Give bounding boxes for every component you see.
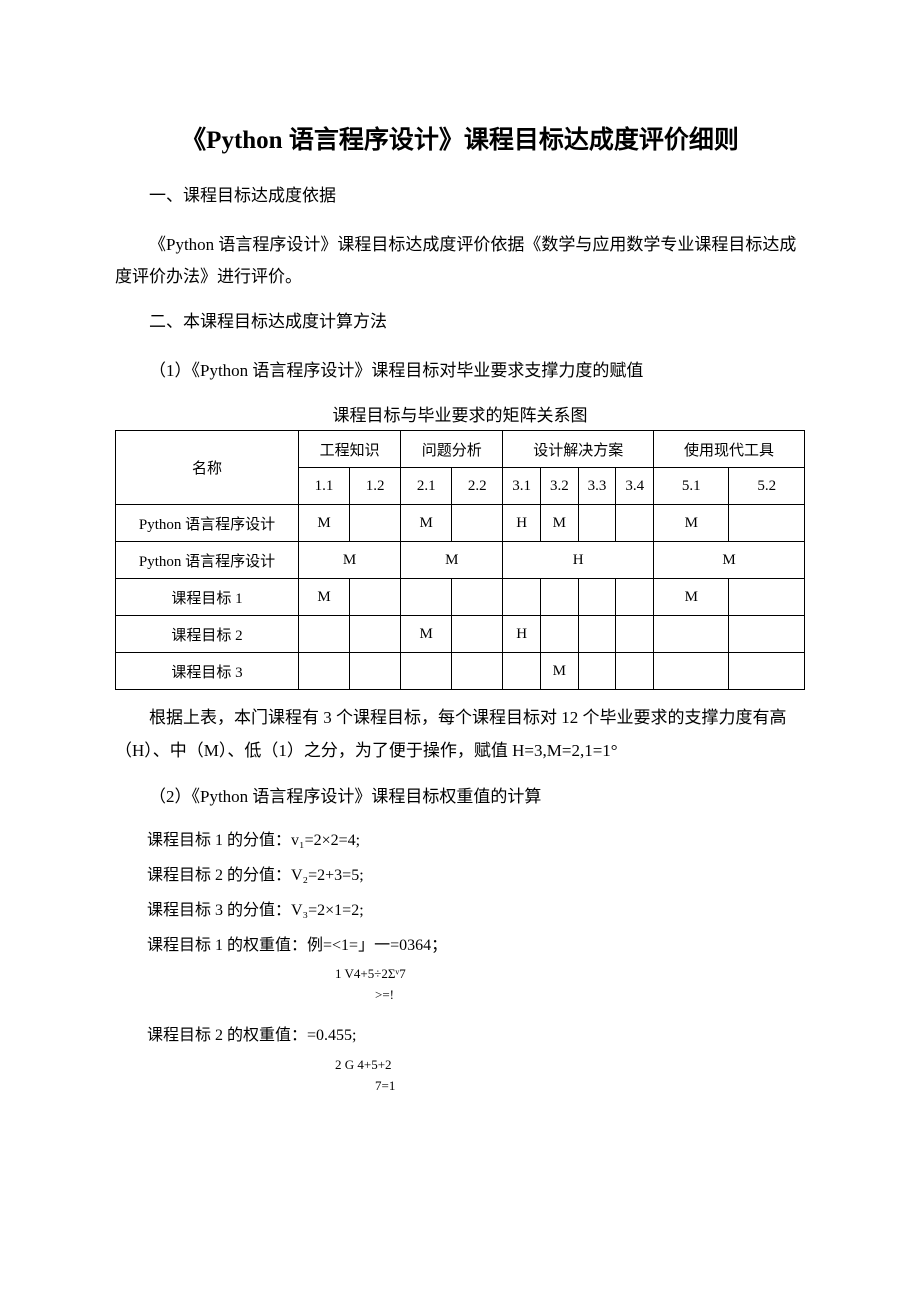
paragraph-2: （1）《Python 语言程序设计》课程目标对毕业要求支撑力度的赋值: [115, 355, 805, 387]
header-group-3: 设计解决方案: [503, 431, 654, 468]
cell: [654, 653, 729, 690]
cell: H: [503, 542, 654, 579]
paragraph-1: 《Python 语言程序设计》课程目标达成度评价依据《数学与应用数学专业课程目标…: [115, 229, 805, 294]
cell: [578, 579, 616, 616]
row-label: Python 语言程序设计: [116, 505, 299, 542]
cell: [452, 579, 503, 616]
cell: H: [503, 616, 541, 653]
paragraph-3: 根据上表，本门课程有 3 个课程目标，每个课程目标对 12 个毕业要求的支撑力度…: [115, 702, 805, 767]
cell: [350, 579, 401, 616]
subheader: 3.4: [616, 468, 654, 505]
cell: [503, 579, 541, 616]
cell: M: [299, 542, 401, 579]
paragraph-4: （2）《Python 语言程序设计》课程目标权重值的计算: [115, 781, 805, 813]
cell: [401, 579, 452, 616]
cell: [541, 616, 579, 653]
cell: H: [503, 505, 541, 542]
matrix-table: 名称 工程知识 问题分析 设计解决方案 使用现代工具 1.1 1.2 2.1 2…: [115, 430, 805, 690]
cell: [299, 653, 350, 690]
row-label: 课程目标 3: [116, 653, 299, 690]
table-row: 课程目标 3 M: [116, 653, 805, 690]
cell: [616, 653, 654, 690]
subheader: 2.2: [452, 468, 503, 505]
cell: [350, 616, 401, 653]
header-name: 名称: [116, 431, 299, 505]
row-label: 课程目标 2: [116, 616, 299, 653]
cell: [616, 579, 654, 616]
cell: [616, 505, 654, 542]
cell: [401, 653, 452, 690]
cell: M: [654, 542, 805, 579]
row-label: 课程目标 1: [116, 579, 299, 616]
cell: [578, 505, 616, 542]
table-row: Python 语言程序设计 M M H M: [116, 542, 805, 579]
cell: M: [654, 505, 729, 542]
formula-4-sub1: 1 V4+5÷2Σᵛ7: [115, 966, 805, 983]
subheader: 3.2: [541, 468, 579, 505]
cell: M: [654, 579, 729, 616]
header-group-1: 工程知识: [299, 431, 401, 468]
cell: M: [401, 542, 503, 579]
cell: M: [299, 505, 350, 542]
page-title: 《Python 语言程序设计》课程目标达成度评价细则: [115, 120, 805, 156]
cell: [350, 505, 401, 542]
cell: [729, 579, 805, 616]
formula-2: 课程目标 2 的分值：V₂=2+3=5;: [115, 862, 805, 891]
row-label: Python 语言程序设计: [116, 542, 299, 579]
cell: [452, 653, 503, 690]
table-row: 课程目标 2 M H: [116, 616, 805, 653]
cell: [616, 616, 654, 653]
formula-1: 课程目标 1 的分值：v₁=2×2=4;: [115, 827, 805, 856]
cell: [452, 616, 503, 653]
subheader: 5.1: [654, 468, 729, 505]
cell: [729, 505, 805, 542]
cell: [654, 616, 729, 653]
subheader: 5.2: [729, 468, 805, 505]
cell: [299, 616, 350, 653]
header-group-2: 问题分析: [401, 431, 503, 468]
cell: [578, 653, 616, 690]
subheader: 1.2: [350, 468, 401, 505]
section-2-heading: 二、本课程目标达成度计算方法: [115, 308, 805, 335]
table-caption: 课程目标与毕业要求的矩阵关系图: [115, 401, 805, 426]
subheader: 2.1: [401, 468, 452, 505]
subheader: 3.3: [578, 468, 616, 505]
cell: M: [401, 505, 452, 542]
formula-3: 课程目标 3 的分值：V₃=2×1=2;: [115, 897, 805, 926]
cell: [541, 579, 579, 616]
table-row: Python 语言程序设计 M M H M M: [116, 505, 805, 542]
cell: M: [299, 579, 350, 616]
formula-5-sub2: 7=1: [115, 1078, 805, 1095]
cell: M: [541, 653, 579, 690]
table-row: 课程目标 1 M M: [116, 579, 805, 616]
cell: M: [541, 505, 579, 542]
formula-4-sub2: >=!: [115, 987, 805, 1004]
formula-5-line: 课程目标 2 的权重值：=0.455;: [115, 1022, 805, 1051]
formula-5-sub1: 2 G 4+5+2: [115, 1057, 805, 1074]
subheader: 1.1: [299, 468, 350, 505]
cell: [729, 616, 805, 653]
header-group-4: 使用现代工具: [654, 431, 805, 468]
cell: [452, 505, 503, 542]
header-row-1: 名称 工程知识 问题分析 设计解决方案 使用现代工具: [116, 431, 805, 468]
cell: [729, 653, 805, 690]
subheader: 3.1: [503, 468, 541, 505]
cell: M: [401, 616, 452, 653]
formula-4-line: 课程目标 1 的权重值：例=<1=」一=0364；: [115, 932, 805, 961]
cell: [350, 653, 401, 690]
section-1-heading: 一、课程目标达成度依据: [115, 182, 805, 209]
cell: [578, 616, 616, 653]
cell: [503, 653, 541, 690]
